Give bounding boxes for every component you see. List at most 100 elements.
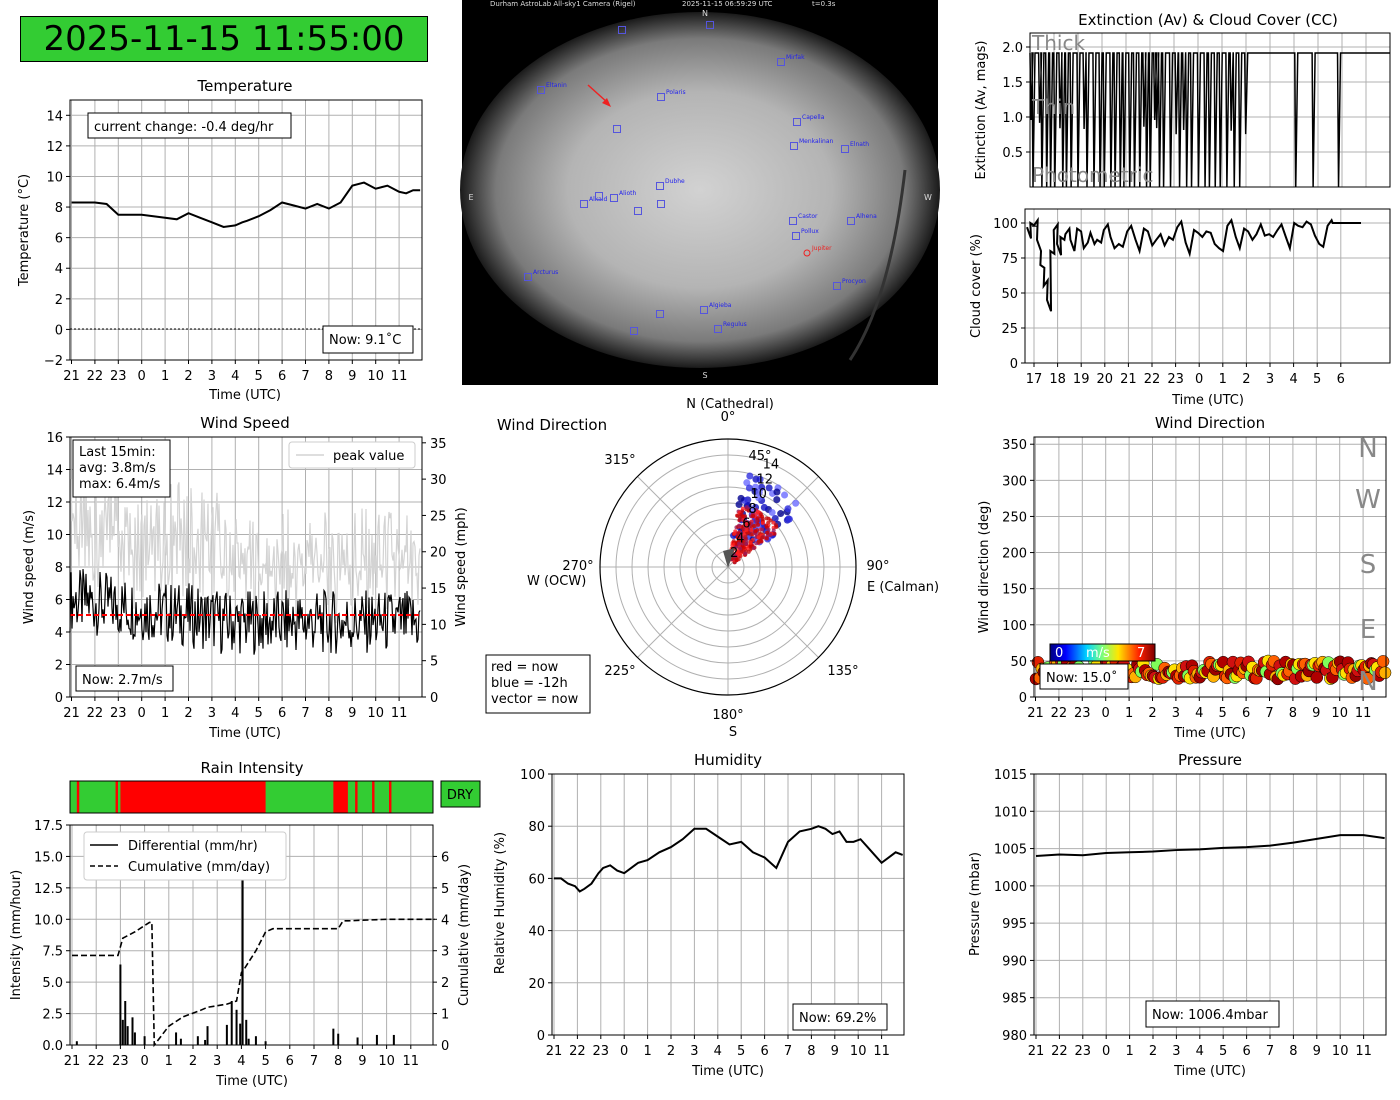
polar-angle-label: 225° xyxy=(604,664,635,679)
x-tick-label: 10 xyxy=(850,1044,867,1059)
y-tick-label: 80 xyxy=(528,820,545,835)
polar-point xyxy=(733,529,738,534)
x-tick-label: 7 xyxy=(1266,1044,1274,1059)
polar-point xyxy=(748,544,753,549)
x-tick-label: 2 xyxy=(667,1044,675,1059)
y-tick-label: 1000 xyxy=(994,880,1027,895)
x-tick-label: 22 xyxy=(87,369,104,384)
polar-point xyxy=(745,484,753,492)
wind-speed-title: Wind Speed xyxy=(200,414,290,432)
wind-direction-now-text: Now: 15.0˚ xyxy=(1046,670,1118,686)
x-tick-label: 21 xyxy=(64,1054,81,1069)
x-tick-label: 5 xyxy=(1313,372,1321,387)
polar-point xyxy=(752,524,757,529)
x-tick-label: 10 xyxy=(1331,706,1348,721)
wind-direction-compass-label: E xyxy=(1360,615,1376,645)
camera-star-label: Capella xyxy=(802,114,825,121)
rain-period xyxy=(202,781,206,813)
y-tick-label: 0 xyxy=(537,1029,545,1044)
polar-point xyxy=(785,515,793,523)
x-tick-label: 21 xyxy=(1120,372,1137,387)
x-tick-label: 22 xyxy=(569,1044,586,1059)
wind-polar-south-label: S xyxy=(729,725,737,740)
y-tick-label-right: 25 xyxy=(430,509,447,524)
wind-speed-y-label-right: Wind speed (mph) xyxy=(454,507,469,627)
y-tick-label: 150 xyxy=(1002,583,1027,598)
camera-star-marker xyxy=(630,327,638,335)
wind-direction-point xyxy=(1376,655,1390,668)
rain-frame xyxy=(69,824,434,1046)
y-tick-label: 6 xyxy=(55,594,63,609)
temperature-panel: Temperature current change: -0.4 deg/hr … xyxy=(17,77,423,403)
y-tick-label: 990 xyxy=(1002,954,1027,969)
x-tick-label: 10 xyxy=(367,369,384,384)
polar-angle-label: 90° xyxy=(866,559,889,574)
wind-speed-summary-line-3: max: 6.4m/s xyxy=(79,477,161,492)
polar-point xyxy=(773,488,781,496)
camera-planet-marker xyxy=(803,249,811,257)
y-tick-label: 50 xyxy=(1001,287,1018,302)
y-tick-label-right: 10 xyxy=(430,618,447,633)
camera-star-label: Polaris xyxy=(666,89,686,96)
camera-star-label: Algieba xyxy=(709,302,732,309)
polar-point xyxy=(760,535,765,540)
polar-point xyxy=(771,528,776,533)
camera-star-label: Elnath xyxy=(850,141,869,148)
y-tick-label: 250 xyxy=(1002,510,1027,525)
x-tick-label: 2 xyxy=(189,1054,197,1069)
wind-speed-legend-box xyxy=(288,441,416,469)
wind-direction-now-box xyxy=(1039,663,1129,690)
y-tick-label-right: 30 xyxy=(430,473,447,488)
camera-star-marker xyxy=(595,192,603,200)
camera-star-marker xyxy=(610,194,618,202)
polar-point xyxy=(760,521,765,526)
polar-spoke xyxy=(637,476,729,568)
polar-point xyxy=(764,516,769,521)
rain-period xyxy=(355,781,358,813)
x-tick-label: 23 xyxy=(112,1054,129,1069)
y-tick-label-right: 5 xyxy=(430,655,438,670)
camera-pointer-arrowhead xyxy=(602,98,611,107)
pressure-now-text: Now: 1006.4mbar xyxy=(1152,1008,1268,1023)
rain-cumulative-line xyxy=(72,918,435,1048)
rain-period xyxy=(207,781,210,813)
y-tick-label: 7.5 xyxy=(42,945,63,960)
camera-star-marker xyxy=(634,207,642,215)
x-tick-label: 1 xyxy=(643,1044,651,1059)
polar-point xyxy=(781,491,789,499)
wind-direction-x-label: Time (UTC) xyxy=(1173,726,1246,741)
wind-polar-panel: Wind Direction N (Cathedral) S E (Calman… xyxy=(485,397,939,740)
x-tick-label: 9 xyxy=(348,369,356,384)
humidity-y-label: Relative Humidity (%) xyxy=(493,832,508,974)
timestamp-clock: 2025-11-15 11:55:00 xyxy=(20,16,428,62)
wind-polar-legend-line-3: vector = now xyxy=(491,692,579,707)
polar-angle-label: 315° xyxy=(604,453,635,468)
cloud-cover-y-label: Cloud cover (%) xyxy=(969,234,984,338)
camera-header-title: Durham AstroLab All-sky1 Camera (Rigel) xyxy=(490,0,636,8)
camera-star-marker xyxy=(656,182,664,190)
camera-star-marker xyxy=(524,273,532,281)
extinction-y-label: Extinction (Av, mags) xyxy=(974,41,989,180)
rain-period xyxy=(120,781,266,813)
camera-star-label: Dubhe xyxy=(665,178,685,185)
y-tick-label: 1015 xyxy=(994,768,1027,783)
wind-polar-title: Wind Direction xyxy=(497,416,607,434)
y-tick-label: 25 xyxy=(1001,322,1018,337)
polar-point xyxy=(784,505,792,513)
extinction-level-thin: Thin xyxy=(1031,95,1075,119)
x-tick-label: 8 xyxy=(807,1044,815,1059)
camera-star-marker xyxy=(706,21,714,29)
polar-point xyxy=(743,479,751,487)
sky-image xyxy=(460,12,940,368)
extinction-series-line xyxy=(1029,52,1390,188)
x-tick-label: 11 xyxy=(403,1054,420,1069)
y-tick-label: 5.0 xyxy=(42,976,63,991)
x-tick-label: 9 xyxy=(348,706,356,721)
y-tick-label: 980 xyxy=(1002,1029,1027,1044)
y-tick-label: 0.0 xyxy=(42,1039,63,1054)
polar-spoke xyxy=(727,566,819,658)
x-tick-label: 3 xyxy=(208,369,216,384)
pressure-x-label: Time (UTC) xyxy=(1173,1064,1246,1079)
wind-polar-outer-ring xyxy=(599,438,857,696)
wind-polar-north-label: N (Cathedral) xyxy=(686,397,774,412)
